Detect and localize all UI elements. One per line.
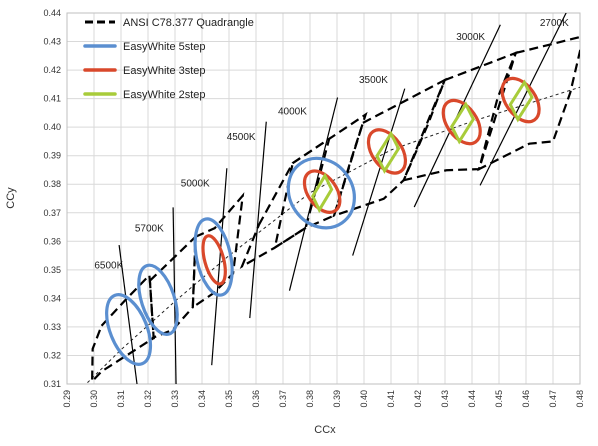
cct-label-2700k: 2700K [540, 18, 569, 29]
y-tick-label: 0.36 [43, 236, 61, 246]
isotherm-line-5000k [211, 168, 228, 366]
y-tick-label: 0.37 [43, 208, 61, 218]
cct-label-4000k: 4000K [278, 106, 307, 117]
y-tick-label: 0.31 [43, 379, 61, 389]
x-tick-label: 0.47 [548, 390, 558, 408]
easywhite-3step-ellipse [302, 169, 342, 214]
y-tick-label: 0.33 [43, 322, 61, 332]
y-tick-label: 0.35 [43, 265, 61, 275]
ansi-quadrangle-3000k [401, 51, 518, 182]
y-tick-label: 0.38 [43, 179, 61, 189]
y-tick-label: 0.44 [43, 8, 61, 18]
x-tick-label: 0.45 [494, 390, 504, 408]
easywhite-2step-diamond [450, 101, 476, 145]
x-tick-label: 0.43 [440, 390, 450, 408]
y-tick-label: 0.34 [43, 293, 61, 303]
easywhite-2step-diamond [508, 79, 534, 123]
x-tick-label: 0.42 [413, 390, 423, 408]
easywhite-5step-ellipse [105, 293, 153, 366]
easywhite-3step-ellipse [201, 234, 227, 286]
y-tick-label: 0.32 [43, 350, 61, 360]
legend-label-easywhite-5step: EasyWhite 5step [123, 41, 206, 53]
x-tick-label: 0.46 [521, 390, 531, 408]
y-tick-label: 0.40 [43, 122, 61, 132]
isotherm-layer [118, 13, 567, 384]
legend-label-ansi-c78-377-quadrangle: ANSI C78.377 Quadrangle [123, 17, 254, 29]
cct-label-6500k: 6500K [94, 260, 123, 271]
legend: ANSI C78.377 Quadrangle EasyWhite 5step Ea… [83, 17, 254, 101]
x-tick-label: 0.37 [278, 390, 288, 408]
easywhite-3step-ellipse [366, 128, 408, 175]
x-tick-label: 0.32 [143, 390, 153, 408]
easywhite-3step-ellipse [441, 98, 482, 146]
y-tick-label: 0.39 [43, 151, 61, 161]
x-tick-label: 0.31 [116, 390, 126, 408]
x-tick-label: 0.33 [170, 390, 180, 408]
isotherm-line-2700k [479, 13, 567, 186]
isotherm-line-6500k [118, 244, 138, 384]
cct-label-4500k: 4500K [227, 132, 256, 143]
ansi-quadrangle-3500k [332, 77, 447, 218]
x-tick-label: 0.41 [386, 390, 396, 408]
x-tick-label: 0.44 [467, 390, 477, 408]
y-tick-label: 0.41 [43, 94, 61, 104]
cct-label-3500k: 3500K [359, 75, 388, 86]
easywhite-3step-ellipse [500, 76, 541, 124]
x-tick-label: 0.34 [197, 390, 207, 408]
x-tick-label: 0.38 [305, 390, 315, 408]
y-tick-label: 0.42 [43, 65, 61, 75]
ansi-quadrangle-5700k [148, 234, 197, 340]
x-tick-label: 0.30 [89, 390, 99, 408]
cct-label-3000k: 3000K [456, 32, 485, 43]
easywhite-5step-ellipse [286, 156, 356, 230]
ansi-quadrangle-2700k [477, 35, 580, 172]
x-tick-label: 0.39 [332, 390, 342, 408]
cct-label-layer: 6500K 5700K 5000K 4500K 4000K 3500K 3000K 2700K [94, 18, 569, 272]
cct-label-5000k: 5000K [181, 179, 210, 190]
y-axis-label: CCy [5, 187, 17, 209]
plot-area-border [66, 12, 581, 385]
easywhite-2step-diamond [375, 130, 401, 174]
y-tick-label: 0.43 [43, 37, 61, 47]
easywhite-5step-ellipse [193, 217, 234, 297]
planckian-locus-line [85, 86, 580, 384]
isotherm-line-3500k [352, 88, 406, 256]
ansi-quadrangle-4000k [273, 111, 368, 250]
isotherm-line-4500k [249, 121, 267, 319]
legend-label-easywhite-3step: EasyWhite 3step [123, 65, 206, 77]
x-tick-label: 0.29 [62, 390, 72, 408]
x-axis-label: CCx [314, 424, 336, 436]
x-tick-label: 0.35 [224, 390, 234, 408]
series-layer [105, 76, 541, 366]
easywhite-2step-diamond [310, 172, 334, 214]
x-tick-label: 0.40 [359, 390, 369, 408]
axes-layer: 0.29 0.30 0.31 0.32 0.33 0.34 0.35 0.36 0.37 0.38… [43, 8, 585, 408]
easywhite-5step-ellipse [137, 263, 179, 336]
x-tick-label: 0.48 [575, 390, 585, 408]
locus-layer [85, 86, 580, 384]
cct-label-5700k: 5700K [135, 223, 164, 234]
legend-label-easywhite-2step: EasyWhite 2step [123, 89, 206, 101]
x-tick-label: 0.36 [251, 390, 261, 408]
